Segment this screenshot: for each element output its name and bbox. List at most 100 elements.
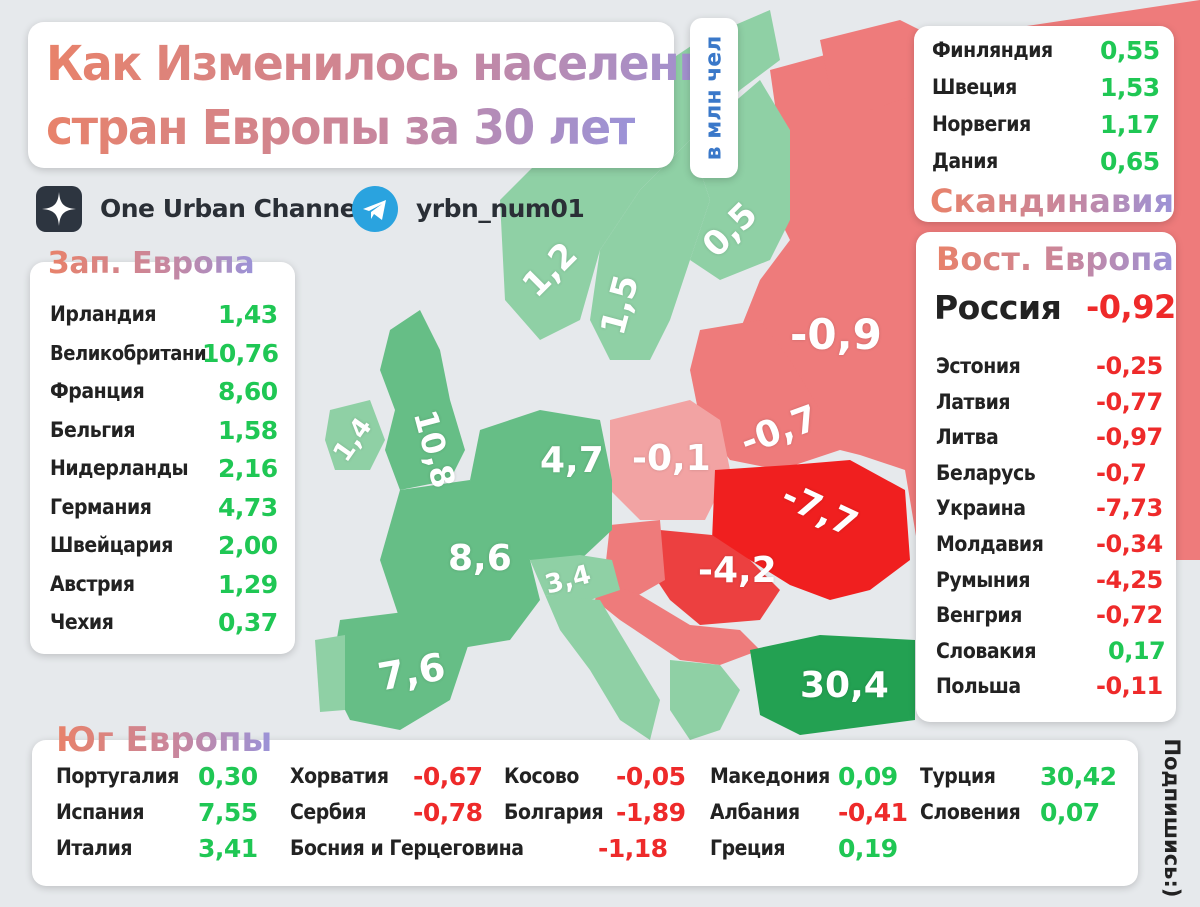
country-name: Хорватия [290, 764, 389, 788]
ukraine-region [712, 460, 910, 600]
country-name: Дания [932, 149, 998, 173]
country-name: Сербия [290, 800, 367, 824]
country-change-value: 1,53 [1100, 73, 1160, 102]
country-name: Франция [50, 379, 145, 403]
country-row: Словакия 0,17 [916, 637, 1176, 671]
country-change-value: 0,65 [1100, 147, 1160, 176]
country-name: Молдавия [936, 532, 1044, 556]
country-row: Бельгия 1,58 [30, 416, 295, 450]
sweden-region [590, 140, 710, 360]
country-row: Турция 30,42 [902, 762, 1138, 796]
country-name: Беларусь [936, 460, 1036, 485]
map-label-france: 8,6 [448, 538, 512, 579]
country-name: Норвегия [932, 112, 1031, 136]
country-change-value: 0,07 [1040, 798, 1100, 827]
country-row: Ирландия 1,43 [30, 300, 295, 334]
country-row: Польша -0,11 [916, 672, 1176, 706]
country-name: Португалия [56, 764, 179, 788]
country-name: Бельгия [50, 417, 136, 442]
country-row: Косово -0,05 [482, 762, 722, 796]
subscribe-note[interactable]: Подпишись:) [1160, 738, 1184, 898]
country-row: Швейцария 2,00 [30, 531, 295, 565]
country-change-value: -1,89 [616, 798, 686, 827]
country-row: Словения 0,07 [902, 798, 1138, 832]
country-change-value: 0,30 [198, 762, 258, 791]
country-name: Финляндия [932, 38, 1053, 62]
country-name: Эстония [936, 354, 1021, 378]
france-region [380, 480, 540, 650]
title-panel: Как Изменилось население стран Европы за… [28, 22, 740, 168]
country-change-value: 2,16 [218, 454, 278, 483]
uk-region [380, 310, 465, 490]
country-name: Словения [920, 800, 1021, 824]
country-name: Турция [920, 764, 996, 788]
portugal-region [315, 635, 345, 712]
telegram-plane-icon [352, 186, 398, 232]
country-row: Албания -0,41 [688, 798, 928, 832]
hungary-slovakia-region [605, 520, 665, 600]
country-change-value: 8,60 [218, 377, 278, 406]
telegram-channel-name: yrbn_num01 [416, 194, 585, 223]
country-name: Великобритани [50, 340, 207, 365]
country-name: Латвия [936, 389, 1011, 414]
germany-benelux-region [470, 410, 612, 560]
map-label-romania: -4,2 [698, 550, 777, 591]
country-change-value: 30,42 [1040, 762, 1117, 791]
title-line-1: Как Изменилось население [46, 36, 740, 92]
south-europe-panel: Юг Европы Португалия 0,30 Испания 7,55 Итали… [32, 720, 1138, 886]
russia-value: -0,92 [1086, 288, 1176, 326]
country-row: Болгария -1,89 [482, 798, 722, 832]
country-change-value: -0,41 [838, 798, 908, 827]
country-name: Румыния [936, 567, 1031, 592]
country-change-value: 1,17 [1100, 110, 1160, 139]
country-change-value: 10,76 [202, 338, 279, 368]
country-change-value: -0,67 [413, 762, 483, 791]
country-row: Дания 0,65 [914, 147, 1174, 181]
country-change-value: 0,37 [218, 608, 278, 637]
country-change-value: -1,18 [598, 834, 668, 863]
country-change-value: -0,7 [1096, 458, 1147, 487]
country-name: Украина [936, 496, 1026, 521]
map-label-germany: 4,7 [540, 440, 604, 481]
country-row: Румыния -4,25 [916, 566, 1176, 600]
country-change-value: 0,19 [838, 834, 898, 863]
country-row: Финляндия 0,55 [914, 36, 1174, 70]
south-europe-title: Юг Европы [56, 720, 273, 760]
country-row: Испания 7,55 [32, 798, 282, 832]
east-europe-panel: Вост. Европа Россия -0,92 Эстония -0,25 Ла… [916, 232, 1176, 722]
country-name: Греция [710, 836, 786, 860]
country-change-value: 3,41 [198, 834, 258, 863]
turkey-region [750, 635, 915, 735]
country-change-value: 0,55 [1100, 36, 1160, 65]
balkans-region [595, 580, 760, 665]
country-change-value: 7,55 [198, 798, 258, 827]
country-name: Австрия [50, 571, 135, 596]
baltic-belarus-region [690, 320, 840, 470]
country-name: Литва [936, 425, 999, 450]
country-row: Швеция 1,53 [914, 73, 1174, 107]
country-name: Болгария [504, 800, 604, 824]
country-change-value: 1,58 [218, 415, 278, 445]
country-row: Греция 0,19 [688, 834, 928, 868]
country-change-value: 4,73 [218, 492, 278, 522]
country-name: Германия [50, 494, 152, 519]
country-name: Нидерланды [50, 456, 189, 480]
country-row: Молдавия -0,34 [916, 530, 1176, 564]
country-row: Хорватия -0,67 [268, 762, 558, 796]
country-row: Португалия 0,30 [32, 762, 282, 796]
country-name: Чехия [50, 610, 114, 634]
country-name: Ирландия [50, 302, 157, 326]
country-row: Эстония -0,25 [916, 352, 1176, 386]
scandinavia-title: Скандинавия [930, 182, 1175, 220]
country-name: Польша [936, 674, 1021, 699]
country-change-value: -0,11 [1096, 672, 1163, 701]
country-change-value: -0,05 [616, 762, 686, 791]
east-europe-title: Вост. Европа [936, 240, 1174, 278]
country-row: Нидерланды 2,16 [30, 454, 295, 488]
country-row: Украина -7,73 [916, 494, 1176, 528]
scandinavia-panel: Финляндия 0,55 Швеция 1,53 Норвегия 1,17 Дания… [914, 26, 1174, 222]
country-change-value: -0,97 [1096, 423, 1163, 452]
romania-region [650, 530, 780, 625]
country-change-value: -0,72 [1096, 601, 1163, 630]
country-change-value: 1,43 [218, 300, 278, 329]
